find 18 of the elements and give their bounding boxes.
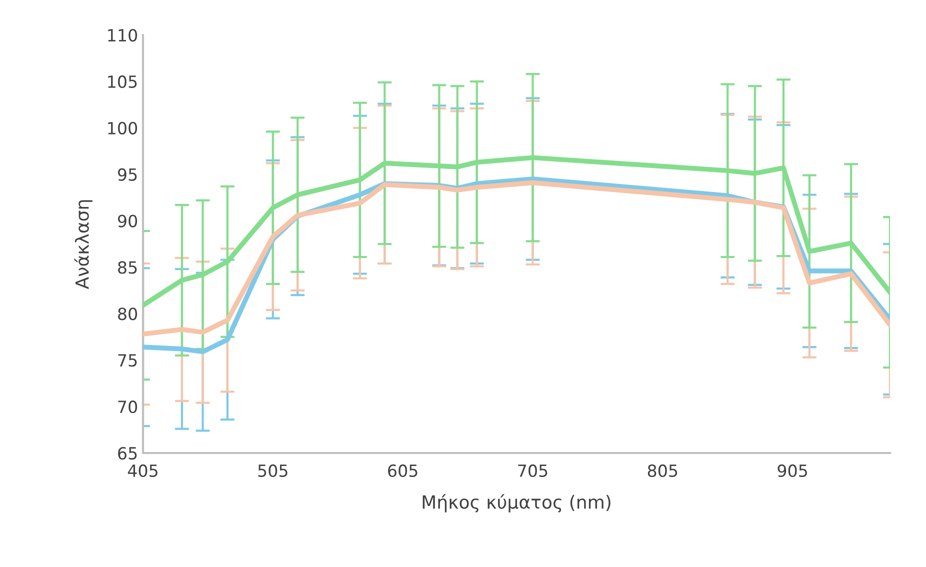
y-tick-label: 95 <box>118 168 137 181</box>
x-tick-label: 505 <box>258 464 288 478</box>
x-axis-title: Μήκος κύματος (nm) <box>422 494 610 512</box>
y-tick-label: 70 <box>118 400 138 414</box>
x-tick-label: 805 <box>648 464 678 478</box>
y-tick-label: 80 <box>118 308 138 320</box>
y-tick-label: 100 <box>108 122 138 134</box>
y-tick-label: 65 <box>118 446 137 460</box>
x-tick-label: 705 <box>518 464 548 478</box>
y-tick-label: 105 <box>108 75 137 88</box>
x-tick-label: 905 <box>778 464 808 478</box>
x-tick-label: 605 <box>388 464 418 478</box>
y-tick-label: 75 <box>118 354 137 367</box>
x-tick-label: 405 <box>128 464 158 478</box>
y-tick-label: 90 <box>118 214 138 228</box>
y-tick-label: 110 <box>108 28 138 42</box>
y-axis-title: Ανάκλαση <box>74 200 92 290</box>
y-tick-label: 85 <box>118 261 137 274</box>
